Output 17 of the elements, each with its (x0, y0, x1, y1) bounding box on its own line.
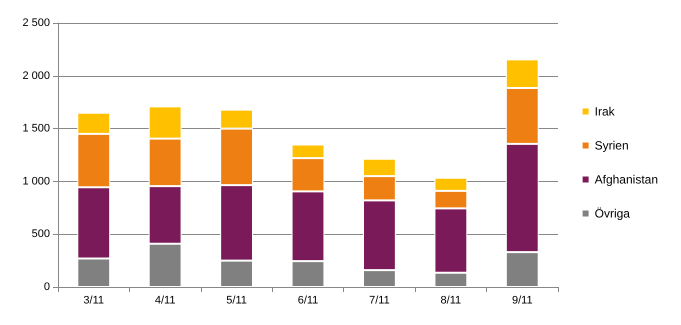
x-tick-label: 9/11 (512, 294, 533, 306)
y-tick-label: 2 000 (22, 70, 50, 82)
x-tick-label: 6/11 (298, 294, 318, 306)
x-tick-label: 8/11 (440, 294, 462, 306)
x-tick-label: 3/11 (83, 294, 104, 306)
x-tick-label: 5/11 (226, 294, 247, 306)
legend-label: Övriga (594, 206, 630, 220)
legend-label: Irak (594, 104, 616, 118)
legend-label: Syrien (594, 138, 629, 152)
x-tick-label: 7/11 (369, 294, 390, 306)
x-tick-label: 4/11 (154, 294, 176, 306)
y-tick-label: 1 000 (22, 175, 50, 188)
legend-label: Afghanistan (594, 172, 658, 186)
y-tick-label: 0 (44, 281, 50, 293)
y-tick-label: 500 (32, 228, 50, 240)
y-tick-label: 2 500 (22, 17, 50, 29)
y-tick-label: 1 500 (22, 122, 50, 135)
